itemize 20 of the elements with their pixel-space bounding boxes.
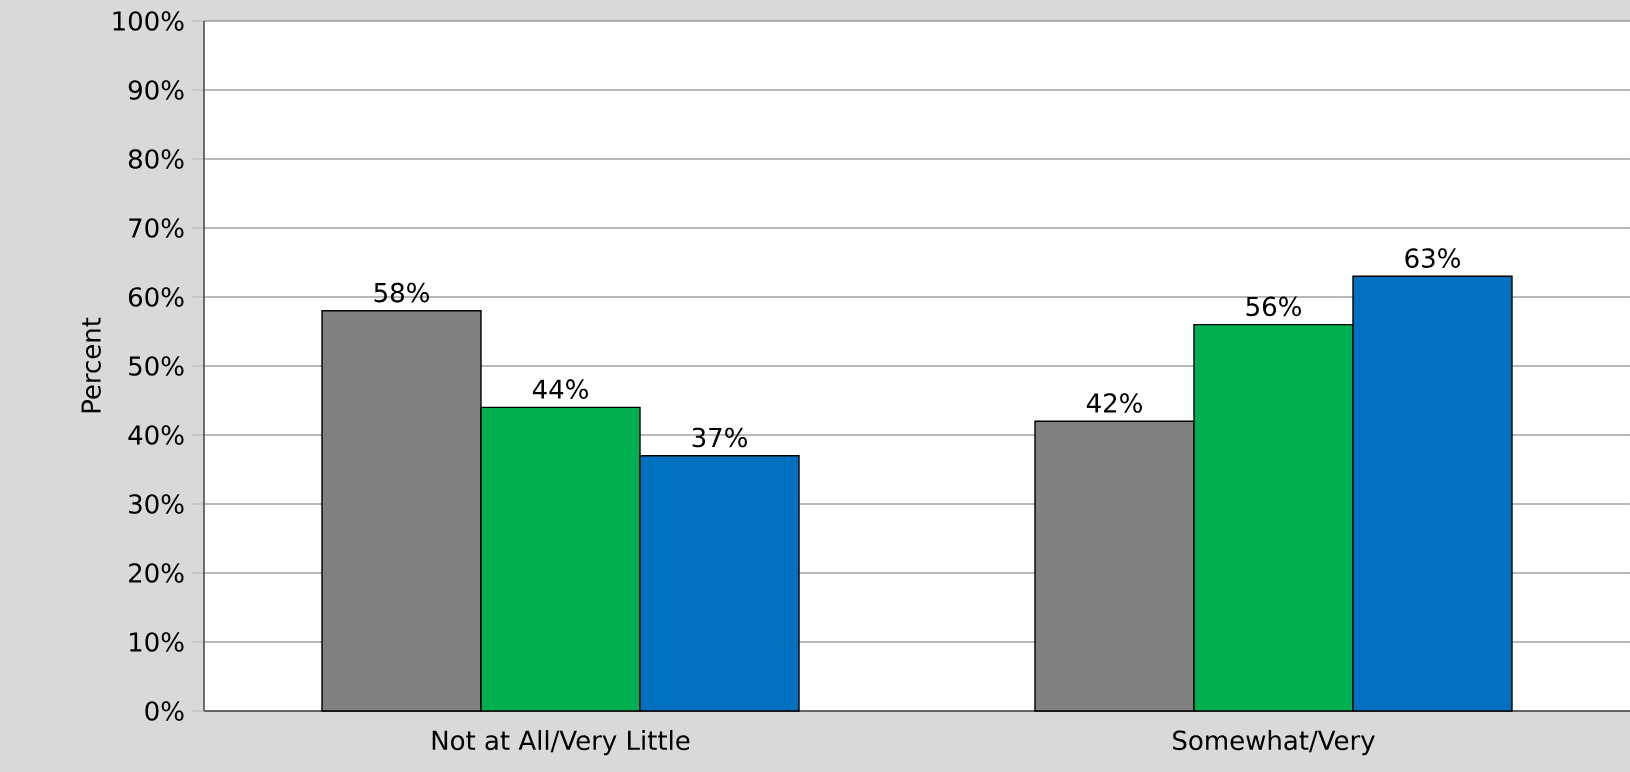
- y-tick-label: 90%: [128, 80, 184, 100]
- data-label: 63%: [1405, 248, 1460, 268]
- y-tick-label: 80%: [128, 149, 184, 169]
- x-tick-label: Somewhat/Very: [1173, 730, 1375, 756]
- data-label: 42%: [1086, 393, 1142, 413]
- y-tick-label: 20%: [129, 563, 184, 583]
- y-tick-label: 10%: [130, 632, 184, 652]
- y-axis-title: Percent: [81, 317, 101, 413]
- data-label: 58%: [374, 282, 429, 303]
- y-tick-label: 30%: [129, 494, 184, 514]
- y-tick-label: 70%: [129, 218, 184, 238]
- x-tick-label: Not at All/Very Little: [432, 730, 690, 756]
- y-tick-label: 60%: [128, 287, 184, 307]
- y-tick-label: 50%: [129, 356, 184, 376]
- data-label: 56%: [1246, 296, 1301, 317]
- y-tick-label: 40%: [128, 425, 184, 445]
- data-label: 37%: [692, 427, 747, 448]
- data-label: 44%: [532, 379, 588, 399]
- y-tick-label: 0%: [145, 701, 184, 721]
- y-tick-label: 100%: [113, 11, 184, 31]
